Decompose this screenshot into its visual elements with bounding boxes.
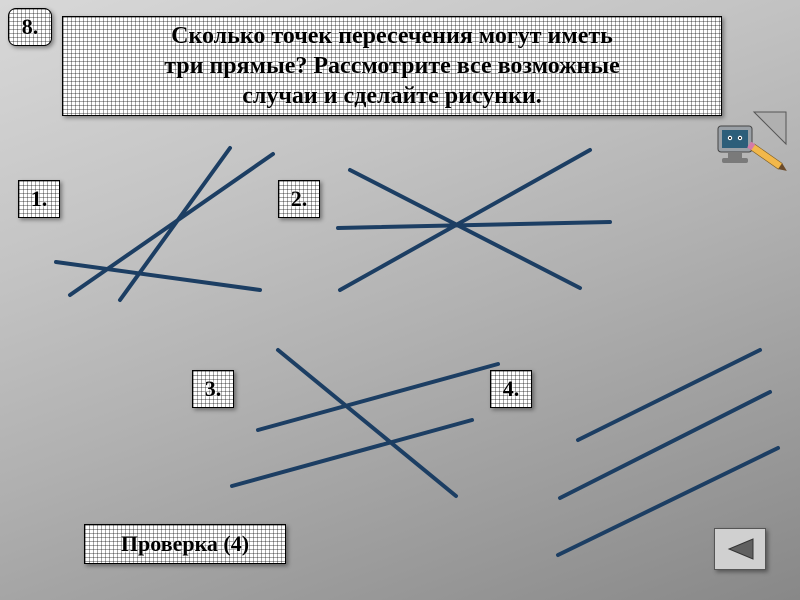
task-line-3: случаи и сделайте рисунки. — [164, 81, 620, 111]
fig3-line — [232, 420, 472, 486]
figure-label-2: 2. — [278, 180, 320, 218]
fig2-line — [338, 222, 610, 228]
triangle-left-icon — [725, 537, 755, 561]
task-number-badge: 8. — [8, 8, 52, 46]
task-question-box: Сколько точек пересечения могут иметь тр… — [62, 16, 722, 116]
fig2-line — [350, 170, 580, 288]
check-answers-button[interactable]: Проверка (4) — [84, 524, 286, 564]
nav-prev-button[interactable] — [714, 528, 766, 570]
task-line-2: три прямые? Рассмотрите все возможные — [164, 51, 620, 81]
fig3-line — [258, 364, 498, 430]
figure-label-4: 4. — [490, 370, 532, 408]
task-line-1: Сколько точек пересечения могут иметь — [164, 21, 620, 51]
figure-label-1: 1. — [18, 180, 60, 218]
fig3-line — [278, 350, 456, 496]
fig1-line — [120, 148, 230, 300]
fig4-line — [578, 350, 760, 440]
computer-drafting-icon — [710, 100, 790, 180]
fig1-line — [56, 262, 260, 290]
fig1-line — [70, 154, 273, 295]
fig2-line — [340, 150, 590, 290]
fig4-line — [560, 392, 770, 498]
figure-label-3: 3. — [192, 370, 234, 408]
